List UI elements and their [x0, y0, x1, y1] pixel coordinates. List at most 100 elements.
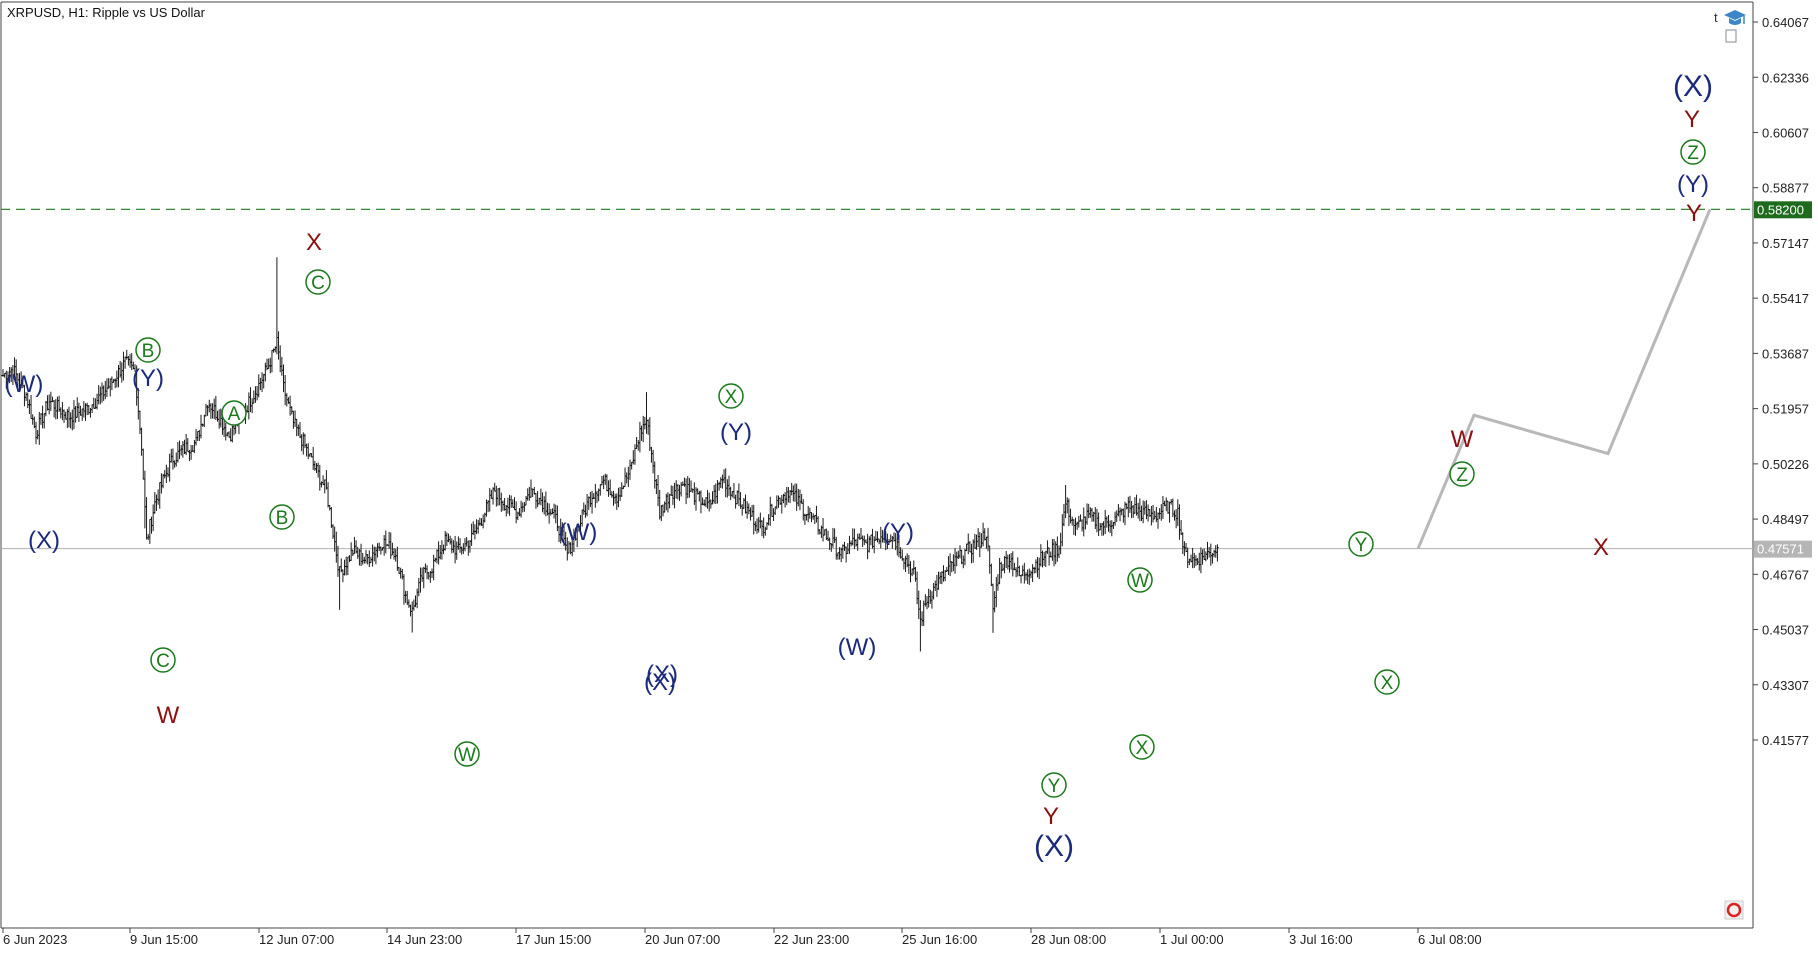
wave-label: (Y)	[1677, 171, 1709, 198]
svg-text:Z: Z	[1687, 143, 1699, 164]
wave-label: Z	[1449, 461, 1475, 487]
wave-label: C	[150, 647, 176, 673]
current-price-text: 0.47571	[1757, 542, 1804, 557]
wave-label: (W)	[5, 371, 44, 398]
wave-label: W	[454, 741, 480, 767]
y-tick-label: 0.53687	[1762, 346, 1809, 361]
svg-text:Z: Z	[1456, 465, 1468, 486]
x-tick-label: 6 Jun 2023	[3, 932, 67, 947]
svg-text:(W): (W)	[838, 634, 877, 661]
t-label: t	[1714, 10, 1718, 25]
svg-text:(W): (W)	[5, 371, 44, 398]
y-tick-label: 0.62336	[1762, 70, 1809, 85]
wave-label: (X)	[644, 669, 676, 696]
svg-text:X: X	[725, 387, 738, 408]
wave-label: (X)	[646, 661, 678, 688]
circle-o-icon[interactable]	[1724, 900, 1744, 920]
svg-text:Y: Y	[1686, 200, 1702, 227]
svg-text:Y: Y	[1043, 803, 1059, 830]
x-tick-label: 22 Jun 23:00	[774, 932, 849, 947]
svg-text:A: A	[228, 404, 241, 425]
wave-label: (Y)	[882, 519, 914, 546]
wave-label: X	[1374, 669, 1400, 695]
y-tick-label: 0.41577	[1762, 733, 1809, 748]
wave-label: Y	[1684, 106, 1700, 133]
svg-text:W: W	[157, 702, 180, 729]
wave-label: (Y)	[720, 419, 752, 446]
y-tick-label: 0.57147	[1762, 236, 1809, 251]
svg-text:X: X	[1593, 534, 1609, 561]
svg-text:(Y): (Y)	[132, 365, 164, 392]
y-tick-label: 0.46767	[1762, 567, 1809, 582]
svg-text:W: W	[1131, 571, 1149, 592]
wave-label: Y	[1686, 200, 1702, 227]
wave-label: (W)	[838, 634, 877, 661]
x-tick-label: 9 Jun 15:00	[130, 932, 198, 947]
x-tick-label: 6 Jul 08:00	[1418, 932, 1482, 947]
wave-label: Y	[1348, 531, 1374, 557]
chart-title: XRPUSD, H1: Ripple vs US Dollar	[7, 5, 206, 20]
wave-label: Y	[1041, 772, 1067, 798]
wave-label: W	[1451, 426, 1474, 453]
y-tick-label: 0.58877	[1762, 181, 1809, 196]
x-tick-label: 3 Jul 16:00	[1289, 932, 1353, 947]
wave-label: (X)	[1673, 70, 1713, 103]
y-tick-label: 0.50226	[1762, 457, 1809, 472]
x-tick-label: 25 Jun 16:00	[902, 932, 977, 947]
wave-label: Z	[1680, 139, 1706, 165]
svg-text:(X): (X)	[644, 669, 676, 696]
clipboard-icon[interactable]	[1725, 29, 1737, 43]
svg-text:B: B	[276, 508, 289, 529]
svg-text:(Y): (Y)	[720, 419, 752, 446]
wave-label: W	[1127, 567, 1153, 593]
wave-label: (X)	[28, 527, 60, 554]
current-price-badge: 0.47571	[1754, 540, 1812, 558]
x-tick-label: 12 Jun 07:00	[259, 932, 334, 947]
svg-text:W: W	[1451, 426, 1474, 453]
wave-label: W	[157, 702, 180, 729]
x-tick-label: 14 Jun 23:00	[387, 932, 462, 947]
y-tick-label: 0.60607	[1762, 125, 1809, 140]
svg-text:(X): (X)	[28, 527, 60, 554]
svg-text:Y: Y	[1048, 776, 1061, 797]
svg-text:W: W	[458, 745, 476, 766]
wave-label: B	[269, 504, 295, 530]
target-price-text: 0.58200	[1757, 202, 1804, 217]
y-tick-label: 0.64067	[1762, 15, 1809, 30]
svg-text:X: X	[1136, 738, 1149, 759]
ohlc-bars	[1, 257, 1219, 652]
svg-text:(Y): (Y)	[1677, 171, 1709, 198]
graduation-cap-icon[interactable]	[1724, 10, 1746, 25]
svg-text:C: C	[156, 651, 170, 672]
wave-label: X	[306, 229, 322, 256]
x-tick-label: 20 Jun 07:00	[645, 932, 720, 947]
y-tick-label: 0.48497	[1762, 512, 1809, 527]
wave-label: (X)	[1034, 830, 1074, 863]
x-tick-label: 1 Jul 00:00	[1160, 932, 1224, 947]
svg-text:X: X	[306, 229, 322, 256]
svg-text:Y: Y	[1684, 106, 1700, 133]
y-tick-label: 0.55417	[1762, 291, 1809, 306]
wave-label: B	[135, 337, 161, 363]
target-price-badge: 0.58200	[1754, 201, 1812, 219]
x-tick-label: 28 Jun 08:00	[1031, 932, 1106, 947]
wave-label: A	[221, 400, 247, 426]
svg-text:(X): (X)	[1673, 70, 1713, 103]
svg-text:X: X	[1381, 673, 1394, 694]
x-tick-label: 17 Jun 15:00	[516, 932, 591, 947]
svg-text:(Y): (Y)	[882, 519, 914, 546]
svg-text:(X): (X)	[646, 661, 678, 688]
wave-label: C	[305, 269, 331, 295]
wave-label: X	[718, 383, 744, 409]
y-tick-label: 0.43307	[1762, 678, 1809, 693]
svg-text:Y: Y	[1355, 535, 1368, 556]
projection-path[interactable]	[1416, 208, 1712, 550]
svg-text:B: B	[142, 341, 155, 362]
wave-label: X	[1593, 534, 1609, 561]
wave-label: X	[1129, 734, 1155, 760]
ohlc-bar	[1215, 544, 1219, 562]
wave-label: (W)	[559, 519, 598, 546]
